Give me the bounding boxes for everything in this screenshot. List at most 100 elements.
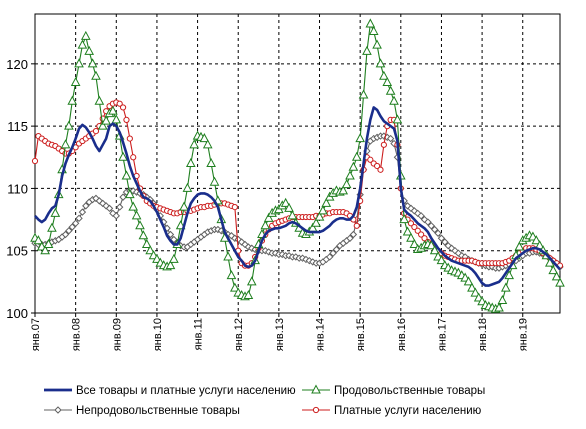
series-3-point: [418, 231, 425, 238]
series-1-point: [182, 182, 193, 192]
series-1-point: [243, 289, 254, 300]
series-1-point: [531, 235, 542, 245]
legend-swatch-marker: [312, 406, 320, 414]
series-3-point: [231, 204, 238, 211]
series-2-point: [166, 230, 175, 239]
series-1-point: [345, 170, 355, 180]
series-3-point: [414, 227, 421, 234]
series-1-point: [551, 271, 562, 281]
series-1-point: [179, 201, 189, 211]
series-1: [30, 18, 565, 313]
series-1-point: [263, 212, 274, 222]
series-1-point: [223, 251, 233, 261]
series-1-point: [138, 230, 149, 240]
series-1-point: [358, 89, 369, 99]
series-2-point: [424, 218, 432, 226]
series-1-point: [514, 241, 525, 251]
series-1-point: [348, 161, 359, 171]
series-1-point: [246, 276, 257, 286]
series-1-point: [47, 222, 57, 232]
series-1-point: [74, 58, 84, 68]
series-1-point: [128, 201, 139, 211]
series-1-point: [206, 157, 216, 167]
series-1-point: [368, 25, 379, 35]
series-3-point: [92, 128, 100, 135]
series-1-point: [43, 238, 54, 248]
series-1-point: [311, 217, 321, 227]
series-1-point: [406, 232, 416, 242]
series-1-point: [429, 245, 440, 255]
series-1-point: [389, 95, 399, 105]
series-1-point: [97, 120, 108, 130]
series-3-point: [367, 156, 374, 163]
series-3-point: [353, 222, 360, 229]
series-1-point: [40, 245, 50, 255]
series-1-point: [70, 76, 81, 87]
series-2-point: [61, 230, 70, 239]
y-axis: 100 105 110 115 120: [6, 57, 35, 321]
series-2-point: [82, 202, 90, 210]
series-1-point: [50, 207, 61, 217]
y-tick-label: 115: [7, 119, 28, 134]
series-3-point: [377, 166, 384, 173]
grid: [35, 14, 560, 313]
series-1-point: [118, 151, 128, 161]
series-2-point: [112, 212, 120, 220]
series-1-point: [338, 185, 349, 195]
series-3-point: [123, 116, 130, 123]
series-1-point: [60, 139, 71, 149]
series-1-point: [385, 85, 396, 95]
y-tick-label: 120: [6, 57, 28, 72]
series-1-point: [230, 282, 240, 292]
series-2-point: [349, 230, 358, 239]
series-1-point: [355, 133, 365, 143]
series-1-point: [494, 302, 504, 312]
x-tick-label: янв.18: [477, 318, 489, 351]
legend-label: Платные услуги населению: [334, 405, 482, 417]
series-3-point: [119, 104, 127, 111]
x-tick-label: янв.11: [193, 318, 205, 350]
legend-label: Продовольственные товары: [334, 385, 485, 397]
series-1-point: [467, 282, 477, 292]
series-1-point: [470, 287, 481, 297]
series-1-point: [84, 45, 95, 55]
series-1-point: [399, 214, 410, 224]
series-1-point: [165, 260, 176, 270]
series-1-point: [545, 257, 555, 267]
series-1-point: [101, 115, 111, 125]
series-2-point: [105, 204, 114, 213]
series-1-point: [500, 282, 511, 292]
series-1-point: [202, 139, 213, 149]
series-1-point: [392, 114, 403, 124]
series-2-point: [78, 208, 87, 216]
series-1-point: [402, 226, 413, 236]
series-1-point: [145, 245, 155, 255]
legend-item: Непродовольственные товары: [44, 405, 240, 417]
x-tick-label: янв.16: [396, 318, 408, 351]
x-tick-label: янв.10: [152, 318, 164, 351]
series-2-point: [417, 212, 425, 220]
series-1-point: [94, 95, 105, 105]
series-2-point: [386, 134, 395, 143]
x-tick-label: янв.14: [315, 318, 327, 351]
series-2-point: [430, 225, 439, 234]
legend-item: Продовольственные товары: [302, 384, 485, 397]
series-1-point: [77, 39, 88, 49]
x-tick-label: янв.07: [30, 318, 42, 351]
y-tick-label: 105: [6, 244, 28, 259]
series-1-point: [121, 170, 132, 180]
series-1-point: [64, 120, 74, 130]
series-1-point: [125, 189, 135, 199]
series-1-point: [548, 265, 559, 275]
series-1-point: [436, 255, 447, 265]
x-tick-label: янв.17: [436, 318, 448, 351]
series-1-point: [91, 70, 101, 80]
series-2-point: [68, 223, 76, 231]
series-2-point: [434, 229, 442, 237]
legend-swatch-marker: [54, 406, 62, 414]
legend-swatch-marker: [311, 384, 321, 394]
series-1-point: [80, 30, 91, 40]
series-1-point: [314, 211, 325, 221]
series-1-point: [382, 76, 393, 87]
